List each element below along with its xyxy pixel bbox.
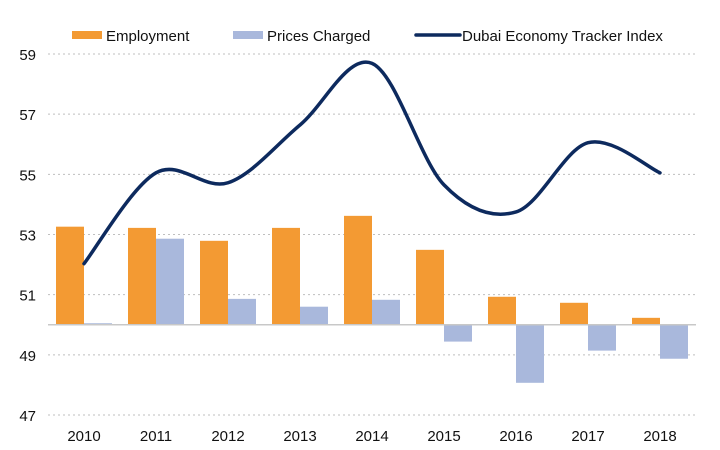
bar-employment-2014	[344, 215, 372, 325]
bar-prices-charged-2012	[228, 298, 256, 325]
line-dubai-economy-tracker-index	[82, 60, 662, 266]
y-tick-label: 59	[19, 47, 36, 64]
y-tick-label: 47	[19, 408, 36, 425]
legend-item-dubai-economy-tracker-index: Dubai Economy Tracker Index	[414, 28, 663, 45]
y-tick-label: 51	[19, 288, 36, 305]
x-tick-label: 2013	[283, 428, 316, 445]
x-tick-label: 2014	[355, 428, 388, 445]
y-tick-label: 57	[19, 107, 36, 124]
legend-label: Prices Charged	[267, 28, 370, 45]
x-axis: 2010 2011 2012 2013 2014 2015 2016 2017 2018	[67, 428, 676, 445]
bar-employment-2013	[272, 227, 300, 325]
legend-swatch	[233, 31, 263, 39]
x-tick-label: 2018	[643, 428, 676, 445]
legend: Employment Prices Charged Dubai Economy Tr…	[72, 28, 663, 45]
bar-employment-2018	[632, 317, 660, 325]
bar-prices-charged-2014	[372, 299, 400, 325]
bar-employment-2011	[128, 227, 156, 325]
legend-label: Dubai Economy Tracker Index	[462, 28, 663, 45]
x-tick-label: 2010	[67, 428, 100, 445]
x-tick-label: 2017	[571, 428, 604, 445]
bar-employment-2015	[416, 249, 444, 325]
x-tick-label: 2016	[499, 428, 532, 445]
y-tick-label: 53	[19, 228, 36, 245]
x-tick-label: 2012	[211, 428, 244, 445]
bar-prices-charged-2017	[588, 324, 616, 351]
legend-item-employment: Employment	[72, 28, 190, 45]
bar-prices-charged-2010	[84, 323, 112, 325]
legend-swatch	[72, 31, 102, 39]
y-tick-label: 49	[19, 348, 36, 365]
bar-prices-charged-2011	[156, 238, 184, 325]
bar-employment-2016	[488, 296, 516, 325]
bars	[56, 215, 688, 383]
bar-employment-2010	[56, 226, 84, 325]
bar-prices-charged-2016	[516, 324, 544, 383]
bar-employment-2017	[560, 302, 588, 325]
index-line-group	[82, 60, 662, 266]
y-tick-label: 55	[19, 167, 36, 184]
bar-prices-charged-2018	[660, 324, 688, 359]
bar-prices-charged-2013	[300, 306, 328, 325]
legend-item-prices-charged: Prices Charged	[233, 28, 370, 45]
bar-prices-charged-2015	[444, 324, 472, 342]
x-tick-label: 2011	[140, 428, 172, 445]
gridlines	[48, 53, 696, 416]
bar-employment-2012	[200, 240, 228, 325]
x-tick-label: 2015	[427, 428, 460, 445]
legend-label: Employment	[106, 28, 190, 45]
y-axis: 47 49 51 53 55 57 59	[19, 47, 36, 425]
